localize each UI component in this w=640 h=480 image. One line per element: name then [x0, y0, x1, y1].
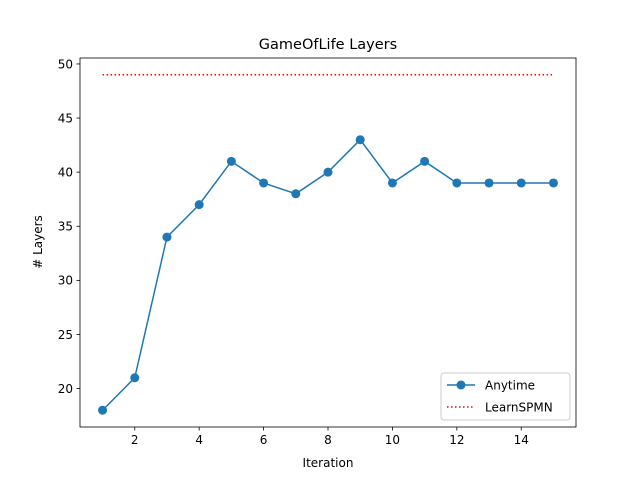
data-point [355, 135, 365, 145]
data-point [420, 156, 430, 166]
legend-marker [456, 380, 466, 390]
data-point [516, 178, 526, 188]
x-tick-label: 6 [260, 433, 268, 447]
y-tick-label: 45 [58, 111, 73, 125]
data-point [291, 189, 301, 199]
data-point [387, 178, 397, 188]
x-tick-label: 12 [449, 433, 464, 447]
x-tick-label: 14 [514, 433, 529, 447]
data-point [548, 178, 558, 188]
y-axis-label: # Layers [31, 215, 45, 269]
data-point [452, 178, 462, 188]
chart-title: GameOfLife Layers [259, 37, 397, 53]
legend-label: Anytime [485, 378, 535, 392]
y-tick-label: 25 [58, 328, 73, 342]
y-tick-label: 40 [58, 165, 73, 179]
x-tick-label: 2 [131, 433, 139, 447]
data-point [194, 200, 204, 210]
x-axis-label: Iteration [303, 456, 354, 470]
legend-label: LearnSPMN [485, 400, 553, 414]
x-tick-label: 10 [385, 433, 400, 447]
x-tick-label: 4 [195, 433, 203, 447]
data-point [484, 178, 494, 188]
data-point [98, 405, 108, 415]
data-point [323, 167, 333, 177]
y-tick-label: 30 [58, 274, 73, 288]
y-tick-label: 50 [58, 57, 73, 71]
data-point [226, 156, 236, 166]
data-point [259, 178, 269, 188]
data-point [162, 232, 172, 242]
x-tick-label: 8 [324, 433, 332, 447]
y-tick-label: 20 [58, 382, 73, 396]
y-tick-label: 35 [58, 220, 73, 234]
data-point [130, 373, 140, 383]
plot-area: 2 4 6 8 10 12 14 20 25 30 35 40 45 50 [58, 57, 577, 447]
legend: Anytime LearnSPMN [440, 372, 571, 421]
